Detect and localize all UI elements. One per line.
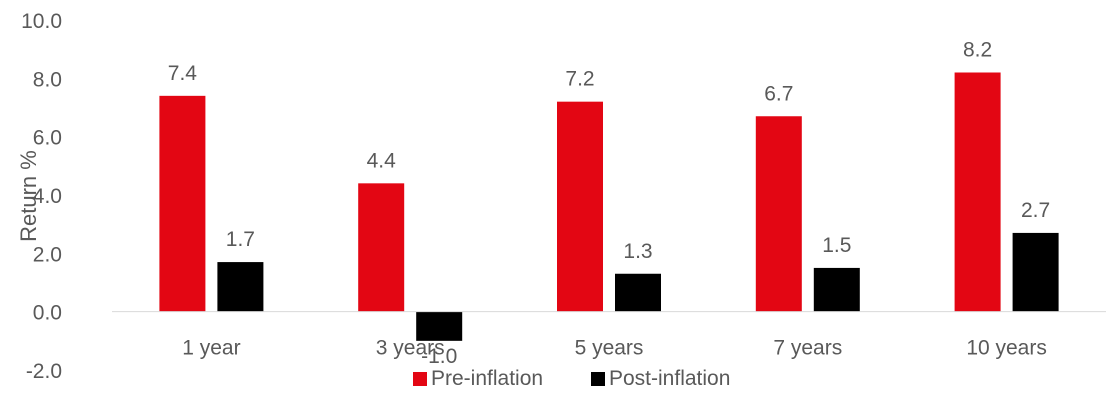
- data-label: 8.2: [963, 39, 992, 62]
- category-label: 3 years: [376, 337, 445, 360]
- y-tick-label: 6.0: [33, 127, 62, 150]
- bar-post-inflation: [1012, 232, 1059, 312]
- data-label: 7.2: [565, 68, 594, 91]
- bars-layer: [112, 72, 1106, 341]
- y-tick-label: 2.0: [33, 243, 62, 266]
- y-tick-label: 10.0: [21, 10, 62, 33]
- bar-pre-inflation: [954, 72, 1001, 312]
- bar-post-inflation: [813, 267, 860, 312]
- legend-label: Pre-inflation: [431, 367, 543, 390]
- data-label: 2.7: [1021, 199, 1050, 222]
- y-tick-label: 4.0: [33, 185, 62, 208]
- data-labels-layer: 7.4 1.7 4.4 -1.0 7.2 1.3 6.7 1.5 8.2 2.7: [168, 39, 1050, 368]
- category-label: 1 year: [182, 337, 240, 360]
- y-tick-label: 8.0: [33, 68, 62, 91]
- y-tick-label: 0.0: [33, 302, 62, 325]
- bar-pre-inflation: [557, 101, 603, 312]
- y-axis-title: Return %: [16, 150, 41, 242]
- bar-pre-inflation: [358, 183, 405, 312]
- legend-swatch-post-inflation: [591, 372, 605, 386]
- data-label: 1.7: [226, 228, 255, 251]
- data-label: 1.5: [822, 234, 851, 257]
- data-label: 6.7: [764, 82, 793, 105]
- legend: Pre-inflation Post-inflation: [413, 367, 730, 390]
- data-label: 4.4: [367, 149, 397, 172]
- category-label: 10 years: [966, 337, 1047, 360]
- bar-pre-inflation: [755, 116, 802, 312]
- legend-label: Post-inflation: [609, 367, 730, 390]
- bar-pre-inflation: [159, 95, 206, 312]
- bar-post-inflation: [615, 273, 661, 312]
- data-label: -1.0: [421, 345, 457, 368]
- bar-post-inflation: [217, 262, 264, 312]
- bar-post-inflation: [416, 311, 463, 341]
- y-axis-ticks: 10.0 8.0 6.0 4.0 2.0 0.0 -2.0: [21, 10, 62, 383]
- legend-swatch-pre-inflation: [413, 372, 427, 386]
- y-tick-label: -2.0: [26, 360, 62, 383]
- y-axis-title-group: Return %: [16, 150, 41, 242]
- category-label: 5 years: [575, 337, 644, 360]
- data-label: 7.4: [168, 62, 198, 85]
- category-labels-layer: 1 year 3 years 5 years 7 years 10 years: [182, 337, 1047, 360]
- data-label: 1.3: [623, 240, 652, 263]
- category-label: 7 years: [773, 337, 842, 360]
